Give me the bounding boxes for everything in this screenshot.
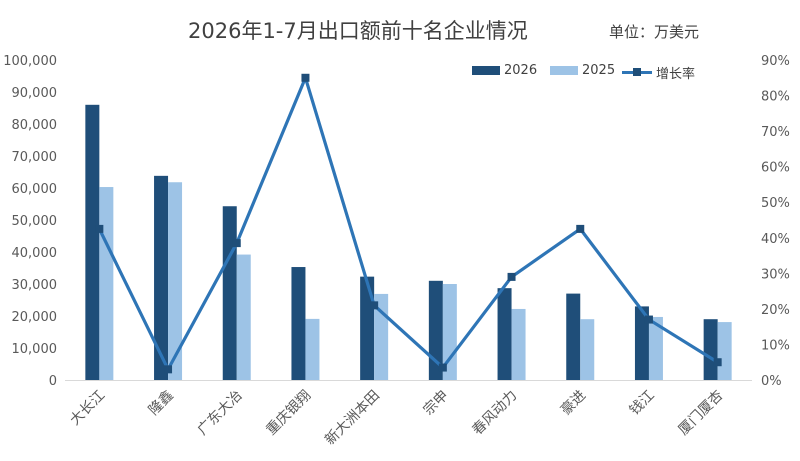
y-left-tick-label: 40,000 <box>12 246 58 261</box>
legend-item-2026: 2026 <box>472 63 537 78</box>
bar-2025 <box>580 319 595 380</box>
x-tick-label: 重庆银翔 <box>263 388 314 439</box>
y-left-tick-label: 10,000 <box>12 342 58 357</box>
y-right-tick-label: 70% <box>761 125 790 140</box>
legend-swatch-2026 <box>472 66 500 75</box>
bar-2026 <box>222 206 237 380</box>
legend-label-2025: 2025 <box>582 63 616 78</box>
bar-2026 <box>703 319 718 380</box>
bar-2026 <box>566 293 581 380</box>
growth-rate-line <box>97 76 719 371</box>
legend-swatch-2025 <box>550 66 578 75</box>
x-tick-label: 大长江 <box>67 388 108 429</box>
bar-2025 <box>717 322 732 380</box>
x-tick-label: 春风动力 <box>469 388 520 439</box>
x-tick-label: 厦门厦杏 <box>676 388 727 439</box>
y-left-tick-label: 0 <box>49 374 57 389</box>
bar-2026 <box>360 276 375 380</box>
bar-2025 <box>168 182 183 380</box>
growth-rate-point <box>576 224 585 233</box>
bar-2026 <box>154 175 169 380</box>
legend-item-2025: 2025 <box>550 63 615 78</box>
bar-2026 <box>497 288 512 380</box>
bar-2026 <box>85 104 100 381</box>
growth-rate-point <box>232 239 241 248</box>
legend-item-growth: 增长率 <box>622 63 695 82</box>
y-right-tick-label: 10% <box>761 338 790 353</box>
bar-2025 <box>305 318 320 380</box>
x-tick-label: 宗申 <box>421 388 452 419</box>
y-left-tick-label: 100,000 <box>3 54 57 69</box>
bar-2025 <box>236 254 251 380</box>
y-right-tick-label: 50% <box>761 196 790 211</box>
growth-rate-point <box>370 301 379 310</box>
y-left-tick-label: 60,000 <box>12 182 58 197</box>
x-tick-label: 钱江 <box>627 388 658 419</box>
legend-line-marker <box>622 68 652 77</box>
bar-2026 <box>428 280 443 380</box>
growth-rate-point <box>713 358 722 367</box>
bar-2026 <box>634 306 649 380</box>
growth-rate-point <box>507 272 516 281</box>
growth-rate-point <box>301 73 310 82</box>
bar-2026 <box>291 267 306 380</box>
bar-2025 <box>511 308 526 380</box>
y-right-tick-label: 60% <box>761 161 790 176</box>
y-left-tick-label: 20,000 <box>12 310 58 325</box>
y-right-tick-label: 40% <box>761 232 790 247</box>
legend-label-growth: 增长率 <box>656 67 696 82</box>
y-right-tick-label: 90% <box>761 54 790 69</box>
y-left-tick-label: 90,000 <box>12 86 58 101</box>
bar-2025 <box>648 316 663 380</box>
y-left-tick-label: 70,000 <box>12 150 58 165</box>
y-right-tick-label: 0% <box>761 374 782 389</box>
growth-rate-point <box>95 224 104 233</box>
chart-title: 2026年1-7月出口额前十名企业情况 <box>188 19 528 43</box>
legend-label-2026: 2026 <box>504 63 538 78</box>
y-right-tick-label: 20% <box>761 303 790 318</box>
growth-rate-point <box>164 365 173 374</box>
unit-note: 单位：万美元 <box>609 23 700 41</box>
y-right-tick-label: 30% <box>761 267 790 282</box>
x-tick-label: 豪进 <box>558 388 589 419</box>
bar-2025 <box>99 187 114 380</box>
y-left-tick-label: 80,000 <box>12 118 58 133</box>
y-right-tick-label: 80% <box>761 90 790 105</box>
y-left-tick-label: 50,000 <box>12 214 58 229</box>
y-left-tick-label: 30,000 <box>12 278 58 293</box>
growth-rate-point <box>644 315 653 324</box>
x-tick-label: 广东大冶 <box>195 388 246 439</box>
growth-rate-point <box>438 363 447 372</box>
x-tick-label: 新大洲本田 <box>322 388 383 449</box>
x-tick-label: 隆鑫 <box>145 387 177 419</box>
